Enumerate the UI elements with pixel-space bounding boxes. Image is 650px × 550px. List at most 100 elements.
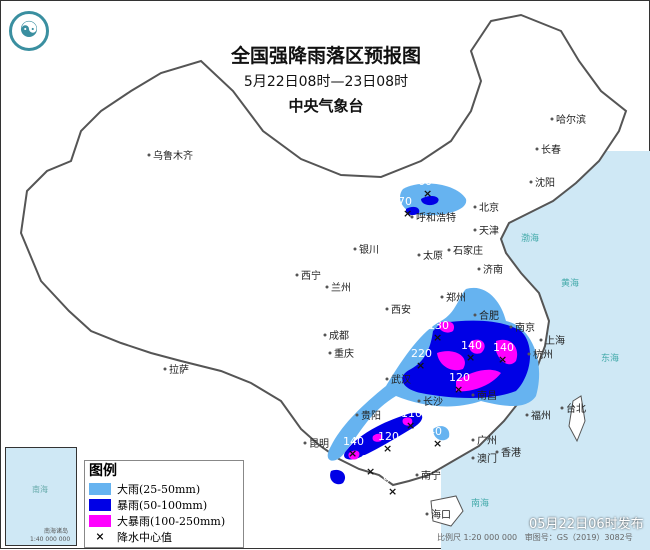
city-label: 石家庄: [453, 244, 483, 257]
rain-center-value: 140: [461, 339, 482, 352]
sea-label: 黄海: [561, 277, 579, 289]
x-mark-icon: ×: [433, 437, 442, 450]
x-mark-icon: ×: [498, 353, 507, 366]
scale: 比例尺 1:20 000 000: [437, 533, 518, 542]
city-dot: [471, 456, 475, 460]
city-label: 杭州: [533, 348, 553, 361]
x-mark-icon: ×: [388, 485, 397, 498]
city-label: 济南: [483, 263, 503, 276]
city-label: 成都: [329, 330, 349, 342]
city-dot: [415, 473, 419, 477]
city-dot: [328, 351, 332, 355]
x-mark-icon: ×: [454, 383, 463, 396]
city-label: 昆明: [309, 438, 329, 450]
city-label: 银川: [359, 243, 379, 256]
city-dot: [550, 117, 554, 121]
rain-center-value: 140: [493, 341, 514, 354]
legend-label: 降水中心值: [117, 531, 172, 544]
rain-area-storm: [330, 320, 531, 485]
city-dot: [471, 393, 475, 397]
city-label: 西宁: [301, 269, 321, 282]
city-label: 南昌: [477, 389, 497, 402]
x-mark-icon: ×: [416, 359, 425, 372]
rain-center-value: 90: [383, 473, 397, 486]
city-dot: [440, 295, 444, 299]
rain-center-value: 120: [378, 430, 399, 443]
legend-label: 大暴雨(100-250mm): [117, 515, 226, 528]
city-label: 哈尔滨: [556, 113, 586, 126]
inset-scale: 1:40 000 000: [30, 536, 71, 543]
rain-center-value: 80: [361, 453, 375, 466]
city-label: 香港: [501, 447, 521, 459]
forecast-period: 5月22日08时—23日08时: [243, 74, 409, 90]
city-dot: [163, 367, 167, 371]
city-label: 台北: [566, 402, 586, 415]
city-label: 拉萨: [169, 363, 189, 376]
city-label: 合肥: [479, 309, 499, 322]
legend-item-heavy: 大雨(25-50mm): [89, 481, 243, 497]
city-label: 兰州: [331, 281, 351, 294]
rain-center-value: 220: [411, 347, 432, 360]
city-label: 呼和浩特: [416, 212, 456, 224]
issue-time: 05月22日06时发布: [529, 517, 644, 532]
rain-area-heavy: [433, 426, 450, 441]
city-dot: [355, 413, 359, 417]
swatch: [89, 499, 111, 511]
city-label: 乌鲁木齐: [153, 149, 193, 162]
rain-center-value: 130: [428, 319, 449, 332]
city-dot: [295, 273, 299, 277]
city-dot: [323, 333, 327, 337]
x-mark-icon: ×: [366, 465, 375, 478]
legend: 图例 大雨(25-50mm) 暴雨(50-100mm) 大暴雨(100-250m…: [84, 460, 244, 548]
city-dot: [447, 248, 451, 252]
city-label: 天津: [479, 225, 499, 237]
city-dot: [147, 153, 151, 157]
rain-center-value: 140: [343, 435, 364, 448]
city-label: 广州: [477, 435, 497, 447]
city-label: 南京: [515, 321, 535, 334]
city-label: 沈阳: [535, 176, 555, 189]
city-label: 澳门: [477, 452, 497, 465]
sea-label: 渤海: [521, 232, 539, 244]
city-dot: [417, 399, 421, 403]
city-dot: [560, 406, 564, 410]
city-label: 北京: [479, 201, 499, 214]
city-label: 福州: [531, 409, 551, 422]
city-dot: [303, 441, 307, 445]
city-label: 贵阳: [361, 409, 381, 422]
legend-title: 图例: [89, 463, 117, 479]
city-label: 武汉: [391, 373, 411, 386]
x-mark-icon: ×: [406, 419, 415, 432]
rain-center-values: 60×70×130×140×140×220×120×110×120×140× 80…: [343, 175, 514, 498]
swatch: [89, 483, 111, 495]
inset-sea-label: 南海: [32, 485, 48, 494]
city-dot: [425, 512, 429, 516]
city-label: 长春: [541, 144, 561, 156]
city-dot: [473, 205, 477, 209]
city-dot: [535, 147, 539, 151]
city-dot: [325, 285, 329, 289]
rain-center-value: 40: [428, 425, 442, 438]
x-mark-icon: ×: [466, 351, 475, 364]
city-dot: [417, 253, 421, 257]
city-dot: [410, 215, 414, 219]
city-label: 太原: [423, 249, 443, 262]
city-dot: [473, 313, 477, 317]
swatch: [89, 515, 111, 527]
sea-label: 南海: [471, 497, 489, 509]
city-dot: [527, 352, 531, 356]
rain-center-value: 60: [418, 175, 432, 188]
cma-logo: ☯: [9, 11, 49, 51]
issuer: 中央气象台: [288, 97, 364, 115]
city-dot: [385, 307, 389, 311]
south-china-sea-inset: 南海 南海诸岛 1:40 000 000: [5, 447, 77, 546]
rain-center-value: 110: [401, 407, 422, 420]
city-dot: [539, 338, 543, 342]
legend-item-center: × 降水中心值: [89, 529, 243, 545]
legend-item-storm: 暴雨(50-100mm): [89, 497, 243, 513]
city-dot: [473, 228, 477, 232]
